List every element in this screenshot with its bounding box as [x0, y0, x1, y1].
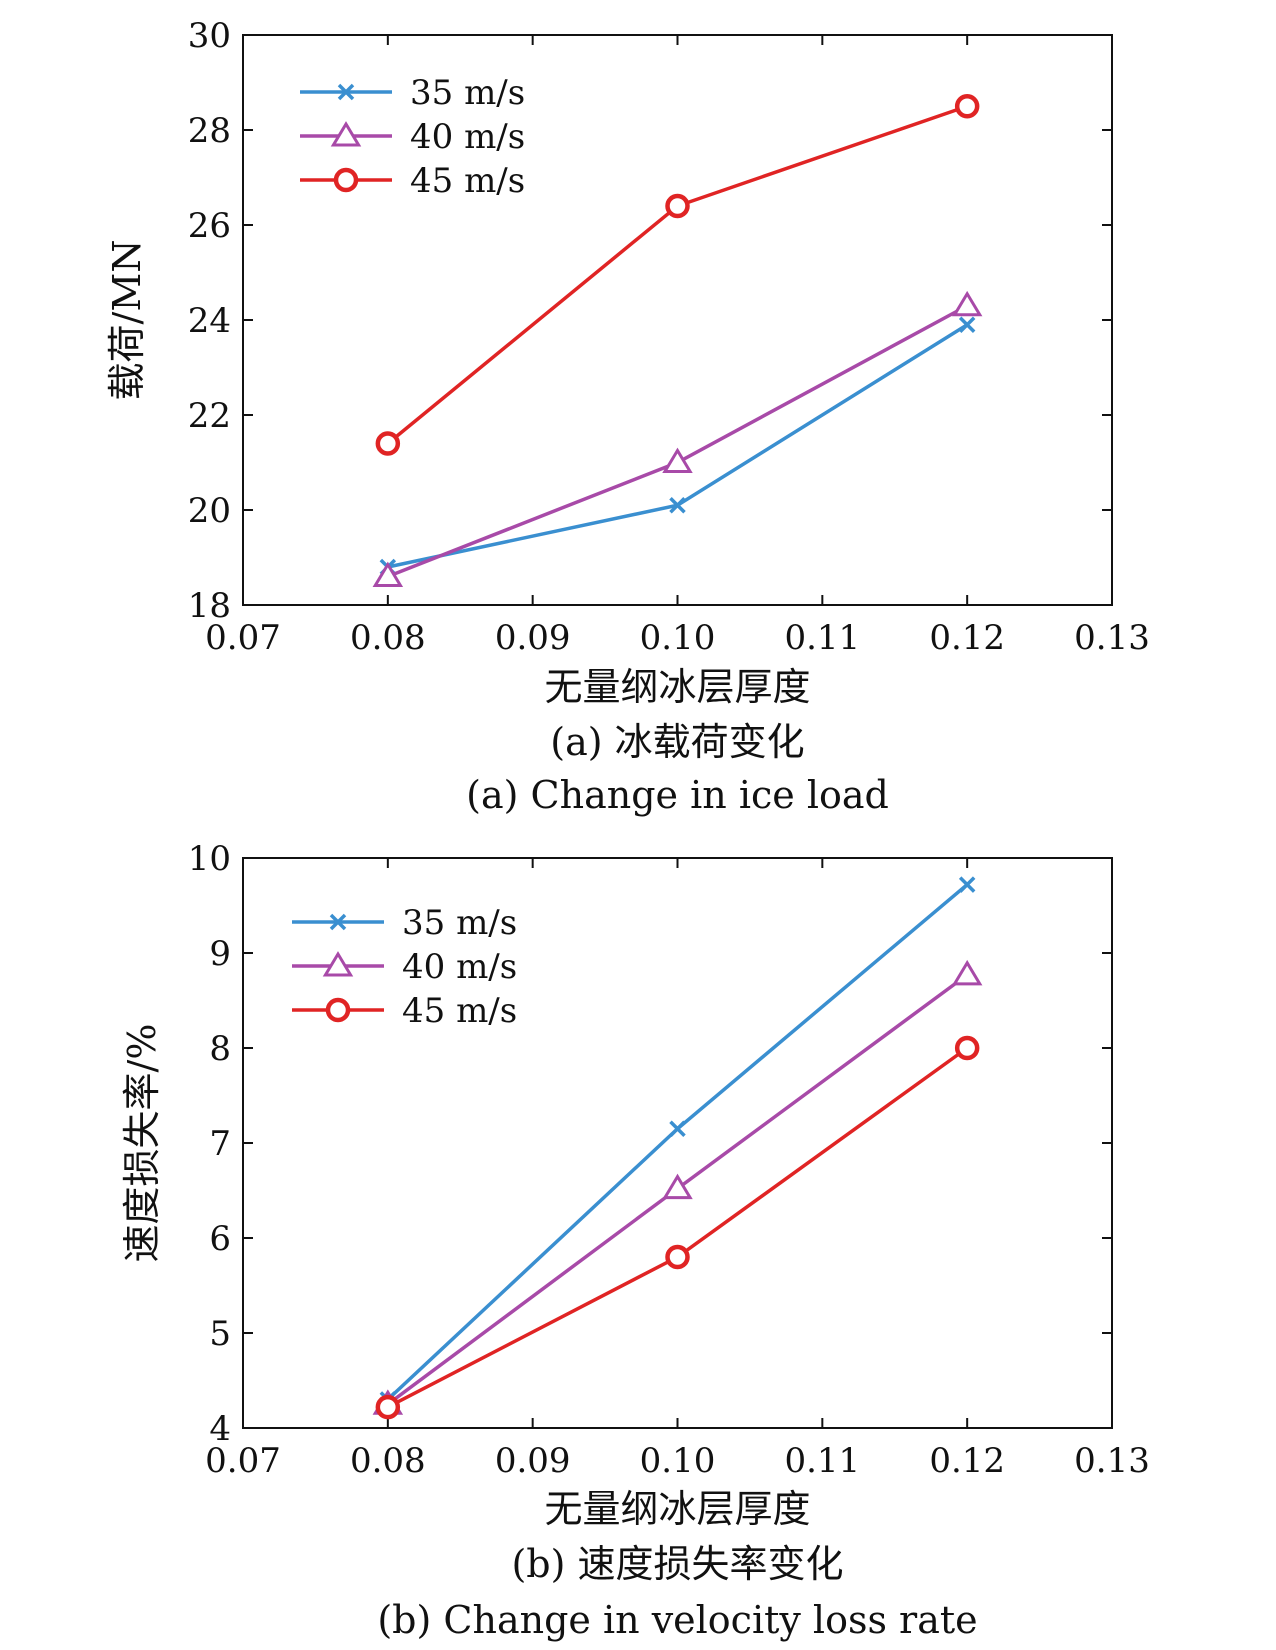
y-tick-label: 24	[188, 301, 231, 341]
caption-en: (b) Change in velocity loss rate	[377, 1598, 977, 1642]
x-tick-label: 0.08	[350, 618, 426, 658]
x-tick-label: 0.11	[784, 1441, 860, 1481]
chart-a: 0.07 0.08 0.09 0.10 0.11 0.12 0.13 18 20 22 24 26 28…	[105, 16, 1150, 817]
series-line	[387, 304, 968, 579]
y-tick-label: 20	[188, 491, 231, 531]
legend-label: 40 m/s	[410, 117, 525, 157]
y-tick-label: 4	[209, 1409, 231, 1449]
data-point	[951, 290, 983, 317]
x-tick-label: 0.10	[640, 1441, 716, 1481]
legend-marker	[330, 121, 362, 147]
legend-label: 45 m/s	[402, 991, 517, 1031]
data-point	[665, 193, 690, 219]
data-point	[372, 561, 404, 587]
legend-label: 45 m/s	[410, 161, 525, 201]
series-35ms	[379, 876, 976, 1408]
x-tick-label: 0.11	[784, 618, 860, 658]
y-axis-label: 载荷/MN	[105, 240, 149, 401]
legend-label: 40 m/s	[402, 947, 517, 987]
data-point	[951, 959, 983, 986]
x-tick-label: 0.08	[350, 1441, 426, 1481]
x-tick-label: 0.09	[495, 1441, 571, 1481]
x-tick-label: 0.09	[495, 618, 571, 658]
series-line	[387, 323, 969, 569]
legend-marker	[337, 83, 355, 101]
x-tick-label: 0.13	[1074, 618, 1150, 658]
caption-en: (a) Change in ice load	[466, 773, 889, 817]
chart-b: 0.07 0.08 0.09 0.10 0.11 0.12 0.13 4 5 6 7 8 9 10 无量纲冰…	[120, 839, 1150, 1642]
x-tick-label: 0.07	[205, 1441, 281, 1481]
data-point	[954, 94, 980, 119]
legend-marker	[329, 913, 347, 931]
series-line	[387, 1046, 969, 1409]
x-tick-label: 0.12	[929, 1441, 1005, 1481]
series-45ms	[375, 1035, 980, 1420]
data-point	[662, 1173, 693, 1200]
data-point	[669, 497, 686, 514]
data-point	[665, 1244, 690, 1270]
y-tick-label: 8	[209, 1029, 231, 1069]
y-axis-label: 速度损失率/%	[120, 1024, 164, 1263]
data-point	[958, 876, 976, 893]
y-tick-label: 22	[188, 396, 231, 436]
plot-frame	[242, 34, 1113, 606]
legend-marker	[333, 167, 359, 193]
series-40ms	[372, 290, 983, 587]
y-tick-label: 26	[188, 206, 231, 246]
data-point	[662, 447, 693, 473]
y-tick-label: 7	[209, 1124, 231, 1164]
y-tick-label: 5	[209, 1314, 231, 1354]
caption-cn: (a) 冰载荷变化	[550, 720, 804, 764]
data-point	[375, 431, 401, 456]
legend-label: 35 m/s	[402, 903, 517, 943]
caption-cn: (b) 速度损失率变化	[511, 1542, 843, 1586]
data-point	[954, 1035, 980, 1061]
data-point	[669, 1120, 686, 1137]
plot-frame	[242, 857, 1113, 1429]
data-point	[958, 316, 976, 333]
x-tick-label: 0.13	[1074, 1441, 1150, 1481]
x-tick-label: 0.07	[205, 618, 281, 658]
legend-marker	[322, 951, 354, 977]
y-tick-label: 9	[209, 934, 231, 974]
y-tick-label: 30	[188, 16, 231, 56]
x-axis-label: 无量纲冰层厚度	[544, 1487, 810, 1531]
y-tick-label: 28	[188, 111, 231, 151]
legend-label: 35 m/s	[410, 73, 525, 113]
x-tick-label: 0.12	[929, 618, 1005, 658]
y-tick-label: 18	[188, 586, 231, 626]
series-45ms	[375, 94, 980, 456]
y-tick-label: 6	[209, 1219, 231, 1259]
data-point	[375, 1394, 401, 1420]
legend-marker	[325, 997, 351, 1023]
x-tick-label: 0.10	[640, 618, 716, 658]
x-axis-label: 无量纲冰层厚度	[544, 665, 810, 709]
y-tick-label: 10	[188, 839, 231, 879]
series-35ms	[379, 316, 976, 576]
